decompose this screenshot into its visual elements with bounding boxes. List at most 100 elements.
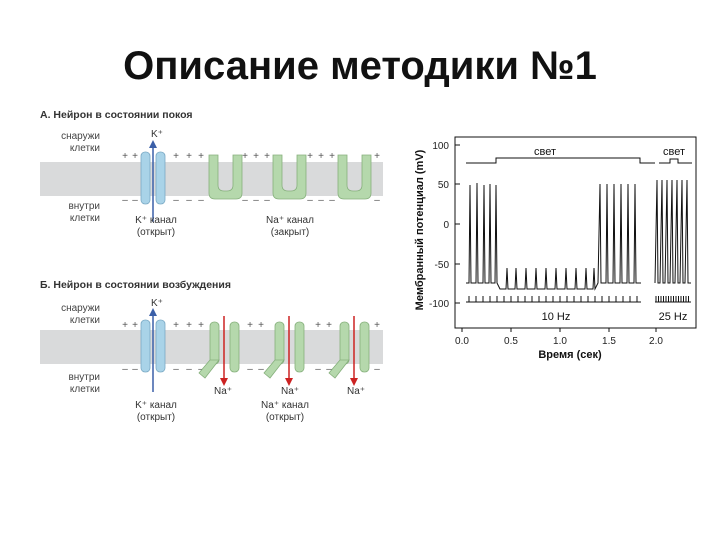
inside-label-2: клетки (70, 213, 100, 224)
minus-sign: – (307, 195, 313, 206)
x-tick-0-0: 0.0 (455, 336, 469, 347)
x-tick-0-5: 0.5 (504, 336, 518, 347)
na-channel-closed-2 (272, 154, 307, 200)
k-channel-b (140, 308, 166, 392)
plus-sign: + (374, 151, 380, 162)
plus-sign: + (326, 320, 332, 331)
plus-sign: + (307, 151, 313, 162)
plus-sign: + (186, 320, 192, 331)
minus-sign: – (173, 364, 179, 375)
plus-sign: + (247, 320, 253, 331)
panel-b: Б. Нейрон в состоянии возбуждения снаруж… (40, 279, 383, 423)
rate-label-25hz: 25 Hz (659, 311, 688, 323)
minus-sign: – (122, 195, 128, 206)
plus-sign: + (132, 320, 138, 331)
plus-sign: + (173, 151, 179, 162)
inside-label-b1: внутри (68, 372, 100, 383)
na-channel-label-b: Na⁺ канал (261, 400, 309, 411)
outside-label-1: снаружи (61, 131, 100, 142)
minus-sign: – (132, 195, 138, 206)
x-tick-1-0: 1.0 (553, 336, 567, 347)
x-axis-label: Время (сек) (538, 349, 602, 361)
recording-plot: Мембранный потенциал (mV) 100 50 0 -50 -… (414, 136, 697, 361)
x-tick-2-0: 2.0 (649, 336, 663, 347)
na-ion-label-1: Na⁺ (214, 386, 232, 397)
minus-sign: – (326, 364, 332, 375)
na-channel-state-a: (закрыт) (271, 227, 310, 238)
minus-sign: – (247, 364, 253, 375)
plus-sign: + (173, 320, 179, 331)
na-channel-label-a: Na⁺ канал (266, 215, 314, 226)
membrane-trace-25hz (654, 179, 691, 284)
membrane-trace (466, 182, 641, 291)
k-ion-label-a: K⁺ (151, 129, 163, 140)
minus-sign: – (318, 195, 324, 206)
outside-label-b1: снаружи (61, 303, 100, 314)
stimulus-ticks (468, 296, 689, 302)
minus-sign: – (264, 195, 270, 206)
minus-sign: – (374, 195, 380, 206)
charge-signs-a: + – + – + – + – + – + – + – + – + – + – + – + – (122, 151, 380, 206)
plus-sign: + (374, 320, 380, 331)
na-channel-open-2 (263, 316, 305, 386)
plus-sign: + (315, 320, 321, 331)
k-channel-a (140, 140, 166, 222)
inside-label-b2: клетки (70, 384, 100, 395)
outside-label-b2: клетки (70, 315, 100, 326)
plus-sign: + (186, 151, 192, 162)
plus-sign: + (122, 320, 128, 331)
plus-sign: + (198, 151, 204, 162)
plus-sign: + (253, 151, 259, 162)
y-tick-0: 0 (443, 220, 449, 231)
k-channel-label-a: K⁺ канал (135, 215, 177, 226)
minus-sign: – (186, 195, 192, 206)
plus-sign: + (132, 151, 138, 162)
na-channel-open-3 (328, 316, 370, 386)
x-tick-1-5: 1.5 (602, 336, 616, 347)
na-channel-open-1 (198, 316, 240, 386)
rate-label-10hz: 10 Hz (542, 311, 571, 323)
minus-sign: – (242, 195, 248, 206)
na-ion-label-3: Na⁺ (347, 386, 365, 397)
minus-sign: – (132, 364, 138, 375)
plus-sign: + (242, 151, 248, 162)
minus-sign: – (258, 364, 264, 375)
plus-sign: + (329, 151, 335, 162)
k-channel-state-b: (открыт) (137, 412, 175, 423)
minus-sign: – (173, 195, 179, 206)
minus-sign: – (315, 364, 321, 375)
na-channel-closed-3 (337, 154, 372, 200)
k-arrow-a (149, 140, 157, 148)
charge-signs-b: + – + – + – + – + – + – + – + – + – + – (122, 320, 380, 375)
y-tick-minus100: -100 (429, 299, 449, 310)
minus-sign: – (186, 364, 192, 375)
outside-label-2: клетки (70, 143, 100, 154)
na-channel-state-b: (открыт) (266, 412, 304, 423)
panel-a: А. Нейрон в состоянии покоя снаружи клет… (40, 109, 383, 238)
plus-sign: + (122, 151, 128, 162)
y-tick-100: 100 (432, 141, 449, 152)
plus-sign: + (318, 151, 324, 162)
y-tick-minus50: -50 (435, 260, 450, 271)
plus-sign: + (258, 320, 264, 331)
minus-sign: – (198, 195, 204, 206)
plot-frame (454, 136, 697, 329)
inside-label-1: внутри (68, 201, 100, 212)
na-channel-closed-1 (208, 154, 243, 200)
y-tick-50: 50 (438, 180, 450, 191)
light-label-2: свет (663, 146, 685, 158)
minus-sign: – (122, 364, 128, 375)
k-channel-label-b: K⁺ канал (135, 400, 177, 411)
slide-title: Описание методики №1 (123, 44, 597, 88)
k-channel-state-a: (открыт) (137, 227, 175, 238)
plus-sign: + (198, 320, 204, 331)
light-stimulus-line (466, 157, 692, 164)
y-axis-label: Мембранный потенциал (mV) (414, 149, 426, 310)
light-label-1: свет (534, 146, 556, 158)
na-ion-label-2: Na⁺ (281, 386, 299, 397)
panel-b-title: Б. Нейрон в состоянии возбуждения (40, 279, 231, 291)
minus-sign: – (198, 364, 204, 375)
minus-sign: – (374, 364, 380, 375)
plus-sign: + (264, 151, 270, 162)
